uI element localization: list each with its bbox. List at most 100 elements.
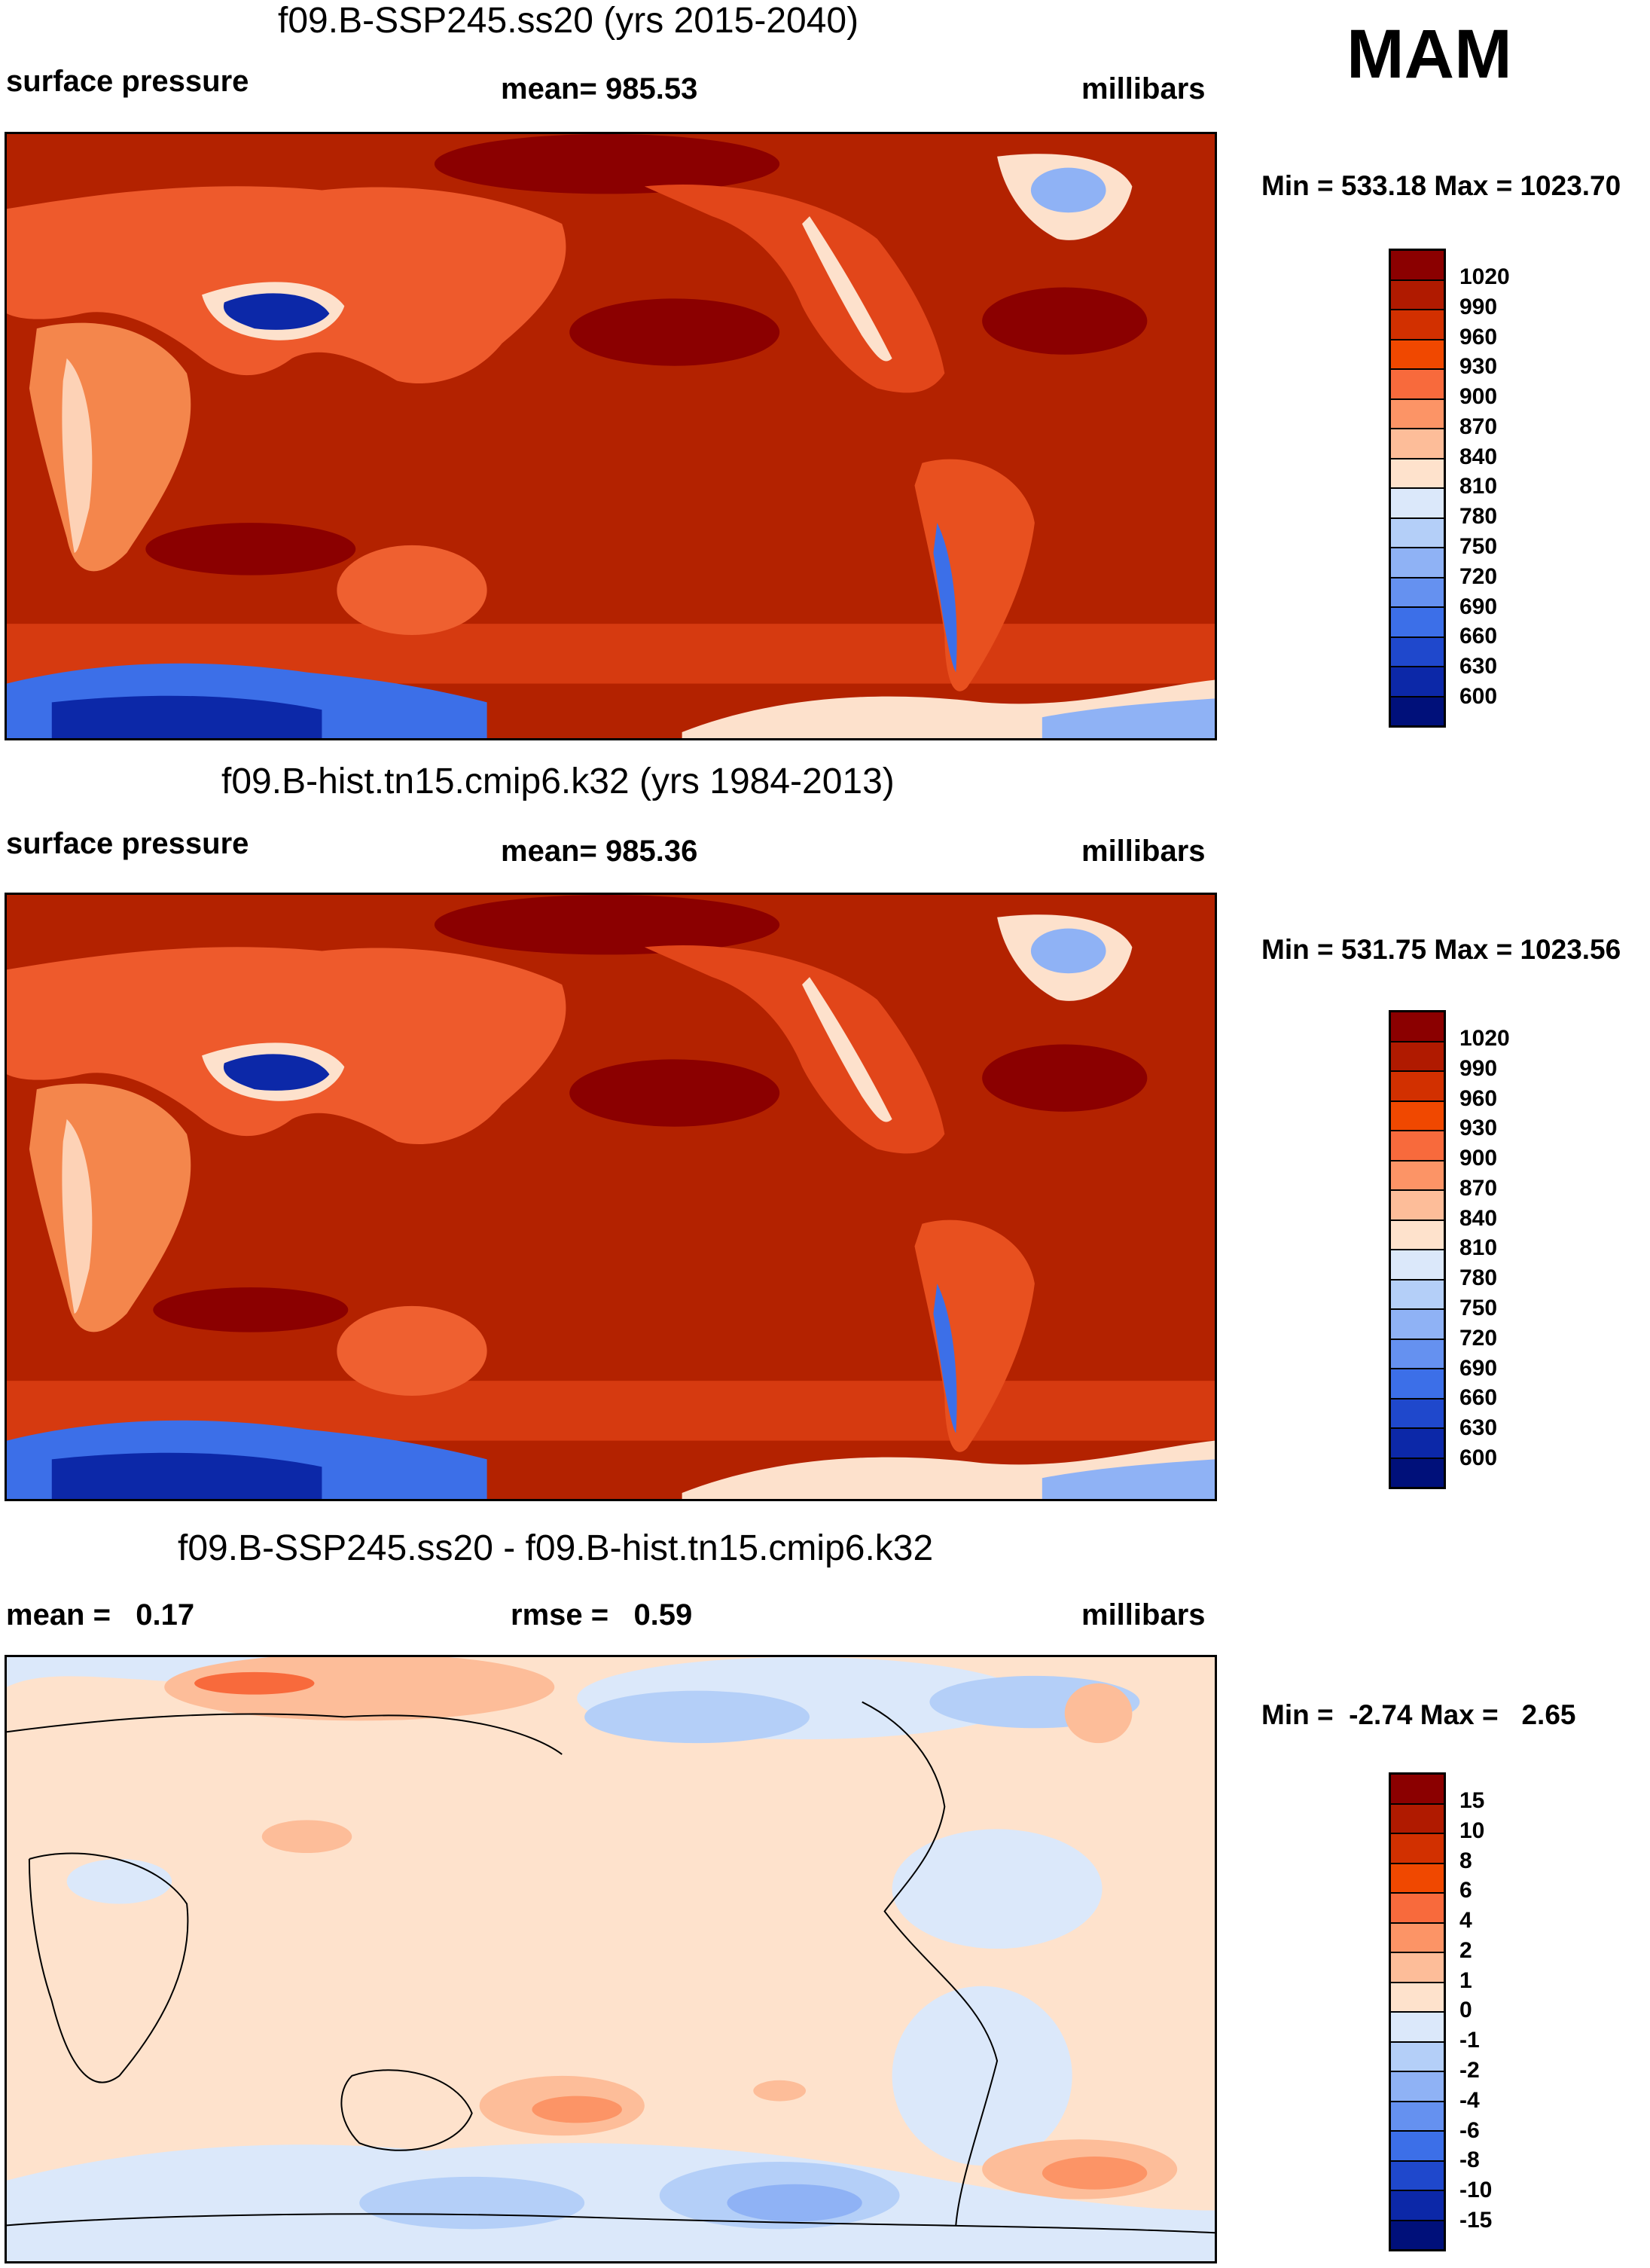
colorbar-tick-label: 1020 (1459, 264, 1510, 289)
colorbar-tick-label: 780 (1459, 1265, 1498, 1290)
antarctica-east-core (1042, 698, 1215, 738)
colorbar-swatch (1391, 1012, 1444, 1041)
colorbar-swatch (1391, 279, 1444, 309)
indian-ocean-high (145, 523, 356, 575)
neg-antarctic-west (359, 2176, 585, 2230)
colorbar-swatch (1391, 1070, 1444, 1100)
colorbar-swatch (1391, 606, 1444, 636)
panel-2-mean-label: mean= 985.36 (501, 835, 698, 868)
colorbar-tick-label: 600 (1459, 1445, 1498, 1470)
indian-ocean-high (153, 1287, 349, 1332)
colorbar-swatch (1391, 2190, 1444, 2220)
greenland-core (1030, 928, 1106, 974)
colorbar-swatch (1391, 398, 1444, 428)
panel-3-map-svg (7, 1657, 1215, 2261)
colorbar-swatch (1391, 1338, 1444, 1368)
pos-greenland (1064, 1683, 1133, 1744)
colorbar-swatch (1391, 1981, 1444, 2011)
colorbar-swatch (1391, 487, 1444, 517)
colorbar-swatch (1391, 636, 1444, 666)
colorbar-tick-label: 4 (1459, 1908, 1472, 1933)
colorbar-tick-label: 840 (1459, 444, 1498, 469)
colorbar-tick-label: 630 (1459, 1415, 1498, 1440)
australia-land (337, 545, 487, 636)
colorbar-swatch (1391, 547, 1444, 577)
panel-1-title: f09.B-SSP245.ss20 (yrs 2015-2040) (278, 1, 859, 41)
colorbar-swatch (1391, 2041, 1444, 2071)
antarctica-coastline (7, 2213, 1215, 2234)
colorbar-swatch (1391, 1130, 1444, 1160)
panel-1-minmax-label: Min = 533.18 Max = 1023.70 (1261, 170, 1621, 201)
colorbar-swatch (1391, 576, 1444, 606)
pos-south-pacific (753, 2080, 807, 2102)
panel-2-map (5, 893, 1217, 1501)
tibet-core (223, 293, 330, 330)
colorbar-tick-label: 870 (1459, 1176, 1498, 1201)
colorbar-swatch (1391, 1278, 1444, 1308)
colorbar-tick-label: 0 (1459, 1998, 1472, 2022)
colorbar-swatch (1391, 517, 1444, 547)
panel-3-units-label: millibars (1081, 1598, 1206, 1632)
colorbar-swatch (1391, 1397, 1444, 1427)
australia-land (337, 1305, 487, 1397)
africa-highlands (62, 1119, 93, 1314)
colorbar-swatch (1391, 2011, 1444, 2041)
colorbar-tick-label: 930 (1459, 1116, 1498, 1140)
panel-1-variable-label: surface pressure (6, 65, 249, 98)
colorbar-tick-label: 750 (1459, 534, 1498, 559)
tibet-core (223, 1054, 330, 1091)
panel-3-title: f09.B-SSP245.ss20 - f09.B-hist.tn15.cmip… (178, 1528, 934, 1568)
south-america-land (914, 1219, 1035, 1452)
rockies (802, 216, 892, 362)
rockies (802, 977, 892, 1122)
colorbar-swatch (1391, 2100, 1444, 2130)
colorbar-tick-label: 930 (1459, 354, 1498, 379)
neg-southern-ocean (7, 2143, 1215, 2261)
colorbar-swatch (1391, 338, 1444, 368)
colorbar-tick-label: 720 (1459, 1326, 1498, 1351)
colorbar-swatch (1391, 1862, 1444, 1892)
north-atlantic-high (982, 1044, 1148, 1112)
colorbar-tick-label: -6 (1459, 2118, 1480, 2143)
colorbar-tick-label: 900 (1459, 384, 1498, 409)
antarctica-west-core (51, 1452, 322, 1499)
greenland-core (1030, 167, 1106, 213)
panel-3-minmax-label: Min = -2.74 Max = 2.65 (1261, 1699, 1576, 1730)
colorbar-swatch (1391, 1308, 1444, 1339)
colorbar-swatch (1391, 1833, 1444, 1863)
antarctica-east-core (1042, 1459, 1215, 1499)
panel-2-variable-label: surface pressure (6, 827, 249, 860)
colorbar-swatch (1391, 251, 1444, 279)
panel-3-mean-label: mean = 0.17 (6, 1598, 195, 1632)
north-pacific-high (569, 298, 780, 366)
neg-north-pacific-core (584, 1690, 810, 1744)
pos-arctic-core (194, 1671, 315, 1695)
colorbar-swatch (1391, 666, 1444, 696)
colorbar-swatch (1391, 309, 1444, 339)
eurasia-coastline (7, 1713, 563, 1755)
panel-3-colorbar (1389, 1772, 1446, 2251)
colorbar-tick-label: -2 (1459, 2058, 1480, 2083)
neg-antarctic-core (727, 2184, 862, 2222)
colorbar-tick-label: -4 (1459, 2088, 1480, 2113)
colorbar-swatch (1391, 1922, 1444, 1952)
colorbar-swatch (1391, 1457, 1444, 1487)
south-america-land (914, 459, 1035, 691)
colorbar-swatch (1391, 1427, 1444, 1458)
antarctica-west-core (51, 695, 322, 738)
africa-coastline (28, 1852, 189, 2083)
colorbar-swatch (1391, 1159, 1444, 1189)
colorbar-swatch (1391, 1249, 1444, 1279)
colorbar-tick-label: 1 (1459, 1968, 1472, 1993)
colorbar-swatch (1391, 1189, 1444, 1219)
colorbar-swatch (1391, 368, 1444, 398)
colorbar-tick-label: -1 (1459, 2028, 1480, 2053)
australia-coastline (340, 2069, 473, 2151)
americas-coastline (862, 1701, 999, 2226)
colorbar-swatch (1391, 1219, 1444, 1249)
colorbar-tick-label: 750 (1459, 1296, 1498, 1320)
north-atlantic-high (982, 287, 1148, 355)
colorbar-swatch (1391, 1775, 1444, 1803)
colorbar-swatch (1391, 1952, 1444, 1982)
colorbar-tick-label: 660 (1459, 1385, 1498, 1410)
